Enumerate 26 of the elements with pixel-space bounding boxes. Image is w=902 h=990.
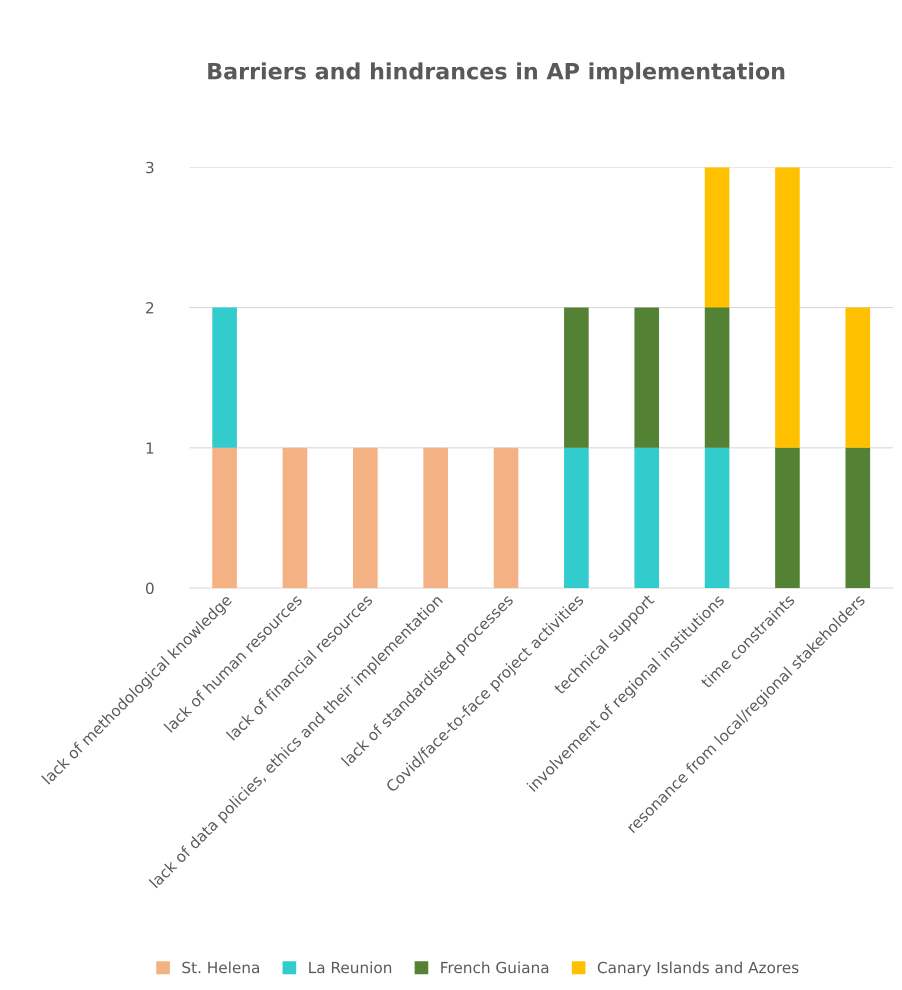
bar (423, 448, 448, 588)
bar (564, 308, 589, 448)
bar (775, 448, 800, 588)
bar (564, 448, 589, 588)
legend-label: St. Helena (182, 961, 259, 974)
y-tick-label: 3 (146, 162, 154, 174)
y-tick-label: 1 (146, 442, 154, 454)
bar (353, 448, 378, 588)
bar (212, 448, 237, 588)
bar (282, 448, 308, 588)
bar (634, 308, 660, 448)
bar (704, 448, 730, 588)
y-tick-label: 2 (146, 302, 154, 314)
bar (212, 308, 237, 448)
bar (704, 167, 730, 308)
chart-title: Barriers and hindrances in AP implementation (208, 62, 784, 84)
bar (845, 448, 870, 588)
bar (634, 448, 660, 588)
y-tick-label: 0 (146, 582, 154, 594)
bar (704, 308, 730, 448)
bar (775, 167, 800, 448)
bar (494, 448, 518, 588)
legend-label: French Guiana (441, 961, 548, 974)
legend-label: La Reunion (309, 961, 392, 974)
bar (845, 308, 870, 448)
legend-label: Canary Islands and Azores (598, 961, 798, 976)
